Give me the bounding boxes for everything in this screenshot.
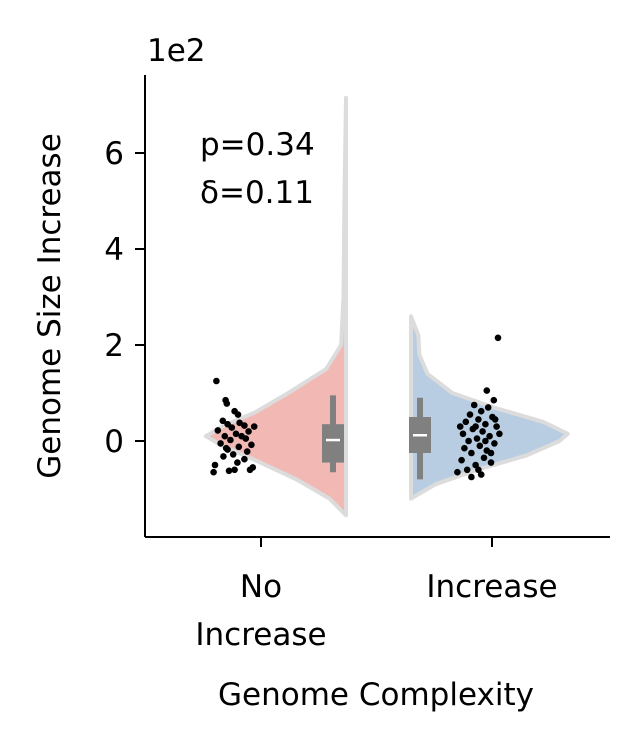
data-point <box>491 416 499 423</box>
x-ticks: No Increase Increase <box>195 537 558 653</box>
data-point <box>472 423 479 430</box>
data-point <box>466 411 474 418</box>
data-point <box>487 459 495 466</box>
data-point <box>484 404 492 411</box>
y-tick-label: 4 <box>104 232 124 268</box>
data-point <box>462 418 470 426</box>
data-point <box>477 407 485 415</box>
data-point <box>214 427 222 434</box>
annotation-p-value: p=0.34 <box>200 127 315 163</box>
data-point <box>248 441 255 449</box>
data-point <box>231 466 238 474</box>
data-point <box>222 444 230 452</box>
data-point <box>223 400 231 407</box>
data-point <box>227 436 234 444</box>
data-point <box>241 422 248 429</box>
data-point <box>487 449 495 457</box>
data-point <box>232 430 240 438</box>
data-point <box>213 377 220 385</box>
data-point <box>459 430 467 438</box>
data-point <box>483 387 491 394</box>
data-point <box>217 440 224 447</box>
x-tick-label: No <box>240 569 282 605</box>
data-point <box>228 424 236 431</box>
data-point <box>476 442 484 450</box>
data-point <box>463 466 471 474</box>
data-point <box>486 432 493 440</box>
data-point <box>472 461 479 469</box>
data-point <box>477 471 485 478</box>
data-point <box>465 437 472 445</box>
data-point <box>480 454 488 462</box>
data-point <box>454 468 461 476</box>
y-ticks: 0 2 4 6 <box>104 136 145 460</box>
data-point <box>458 456 465 464</box>
data-point <box>494 334 502 342</box>
data-point <box>241 455 248 463</box>
data-point <box>221 432 229 440</box>
x-tick-label: Increase <box>426 569 557 605</box>
data-point <box>479 428 486 435</box>
y-tick-label: 0 <box>104 424 124 460</box>
x-axis-label: Genome Complexity <box>218 677 534 713</box>
y-axis-label: Genome Size Increase <box>32 133 68 479</box>
data-point <box>211 461 219 469</box>
data-point <box>496 430 503 438</box>
data-point <box>490 396 498 404</box>
annotation-delta: δ=0.11 <box>200 175 314 211</box>
data-point <box>245 428 252 435</box>
data-point <box>482 437 489 445</box>
box-iqr <box>322 424 344 463</box>
data-point <box>243 448 251 455</box>
data-point <box>219 417 227 425</box>
data-point <box>229 451 237 458</box>
data-point <box>456 423 464 430</box>
data-point <box>234 459 241 466</box>
violin-no-increase <box>203 95 348 518</box>
data-point <box>470 401 478 409</box>
y-tick-label: 6 <box>104 136 124 172</box>
scale-label: 1e2 <box>147 33 206 69</box>
data-point <box>468 473 475 481</box>
y-tick-label: 2 <box>104 328 124 364</box>
data-point <box>210 468 217 476</box>
data-point <box>468 449 475 457</box>
box-plots <box>322 395 431 480</box>
data-point <box>238 432 245 440</box>
data-point <box>225 467 233 475</box>
data-point <box>246 466 254 474</box>
data-point <box>461 444 468 452</box>
data-point <box>236 419 243 427</box>
x-tick-label: Increase <box>195 617 326 653</box>
data-point <box>493 423 500 430</box>
data-point <box>491 440 498 447</box>
data-points <box>210 334 503 481</box>
data-point <box>235 443 243 451</box>
data-point <box>220 453 227 460</box>
data-point <box>234 411 242 418</box>
data-point <box>473 435 481 442</box>
data-point <box>250 423 258 430</box>
data-point <box>475 466 482 474</box>
data-point <box>475 416 482 423</box>
data-point <box>482 420 489 428</box>
